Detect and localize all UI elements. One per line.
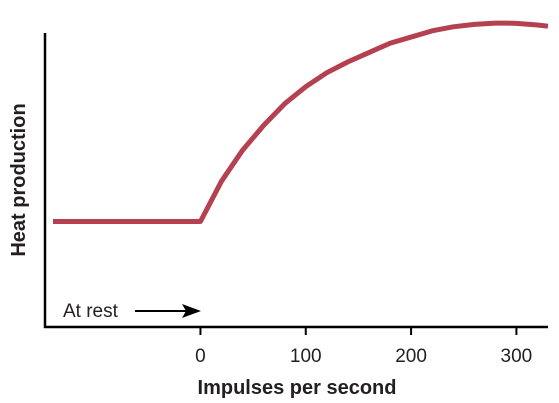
annotation-at-rest-label: At rest bbox=[63, 301, 119, 322]
annotation-group: At rest bbox=[63, 301, 201, 322]
x-tick-label-100: 100 bbox=[290, 346, 322, 367]
x-axis-title: Impulses per second bbox=[198, 377, 397, 399]
x-tick-label-300: 300 bbox=[501, 346, 533, 367]
x-tick-label-200: 200 bbox=[395, 346, 427, 367]
x-tick-label-0: 0 bbox=[195, 346, 206, 367]
axes bbox=[43, 33, 548, 329]
y-axis-title: Heat production bbox=[8, 103, 30, 256]
series-line-0 bbox=[53, 20, 549, 224]
annotation-arrowhead bbox=[182, 304, 201, 318]
series-group bbox=[53, 20, 549, 224]
x-ticks: 0 100 200 300 bbox=[195, 327, 532, 367]
